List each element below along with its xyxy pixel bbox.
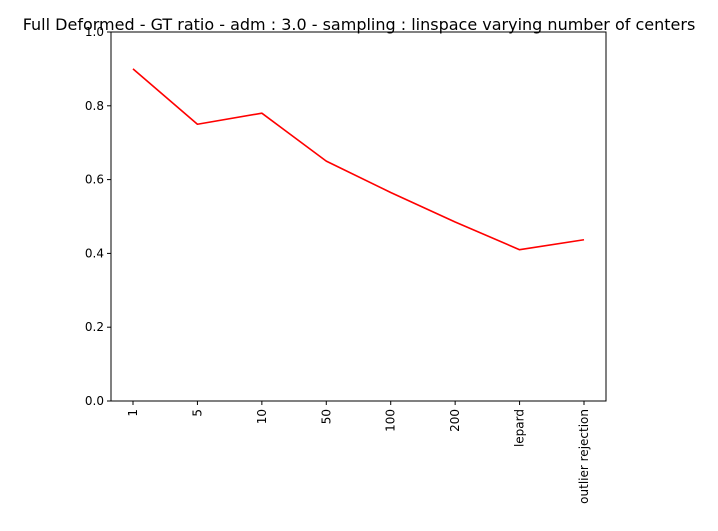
y-tick-label: 0.6	[85, 173, 104, 187]
y-tick-label: 1.0	[85, 25, 104, 39]
y-tick-label: 0.0	[85, 394, 104, 408]
y-tick-label: 0.4	[85, 246, 104, 260]
y-tick-label: 0.8	[85, 99, 104, 113]
x-tick-label: lepard	[513, 409, 527, 447]
x-tick-label: 100	[384, 409, 398, 432]
x-tick-label: outlier rejection	[577, 409, 591, 504]
plot-area	[110, 31, 607, 402]
series-layer	[132, 68, 585, 251]
y-axis: 0.0 0.2 0.4 0.6 0.8 1.0	[85, 25, 111, 408]
x-axis: 1 5 10 50 100 200 lepard outlier rejection	[126, 401, 591, 504]
y-tick-label: 0.2	[85, 320, 104, 334]
x-tick-label: 200	[448, 409, 462, 432]
x-tick-label: 1	[126, 409, 140, 417]
series-line	[132, 68, 585, 251]
x-tick-label: 50	[319, 409, 333, 424]
x-tick-label: 5	[190, 409, 204, 417]
x-tick-label: 10	[255, 409, 269, 424]
chart-title: Full Deformed - GT ratio - adm : 3.0 - s…	[23, 15, 696, 34]
